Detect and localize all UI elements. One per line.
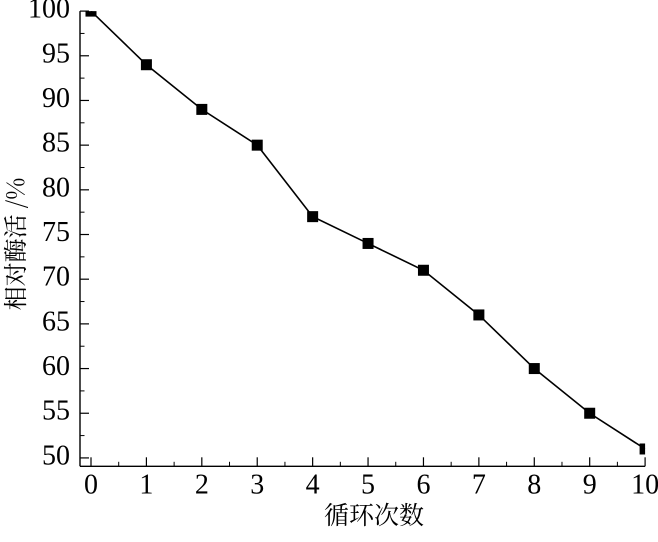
svg-text:2: 2 (195, 469, 209, 500)
svg-text:85: 85 (42, 128, 70, 159)
svg-text:3: 3 (250, 469, 264, 500)
svg-text:65: 65 (42, 306, 70, 337)
svg-text:100: 100 (28, 0, 70, 25)
svg-text:循环次数: 循环次数 (324, 496, 424, 532)
svg-text:7: 7 (472, 469, 486, 500)
svg-text:8: 8 (527, 469, 541, 500)
svg-text:75: 75 (42, 217, 70, 248)
svg-text:50: 50 (42, 440, 70, 471)
svg-text:60: 60 (42, 351, 70, 382)
svg-text:95: 95 (42, 38, 70, 69)
svg-text:9: 9 (583, 469, 597, 500)
svg-text:80: 80 (42, 172, 70, 203)
svg-text:10: 10 (631, 469, 658, 500)
svg-text:1: 1 (139, 469, 153, 500)
svg-text:90: 90 (42, 83, 70, 114)
svg-text:55: 55 (42, 396, 70, 427)
svg-text:70: 70 (42, 262, 70, 293)
svg-text:0: 0 (84, 469, 98, 500)
svg-text:4: 4 (306, 469, 320, 500)
svg-text:相对酶活 /%: 相对酶活 /% (0, 178, 31, 311)
